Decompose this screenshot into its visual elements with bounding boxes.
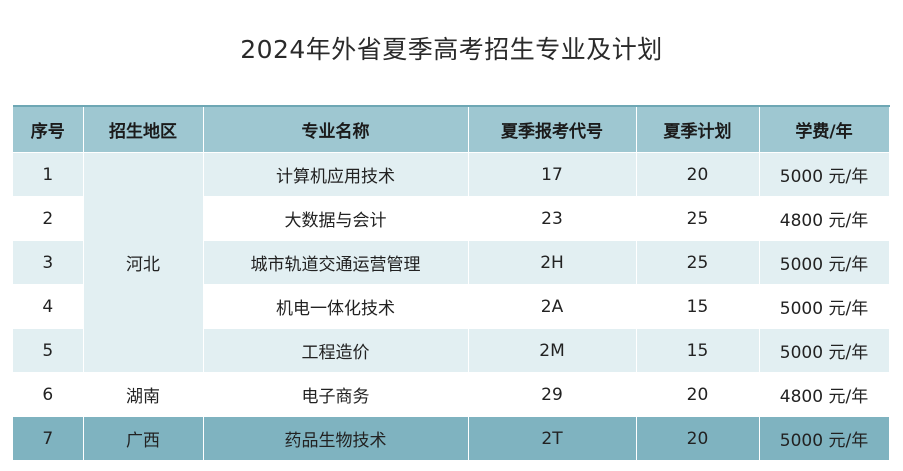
- cell-plan: 15: [636, 328, 760, 373]
- table-row: 3 城市轨道交通运营管理 2H 25 5000 元/年: [13, 240, 890, 285]
- cell-major: 城市轨道交通运营管理: [203, 240, 469, 285]
- cell-major: 大数据与会计: [203, 196, 469, 241]
- cell-fee: 4800 元/年: [759, 372, 890, 417]
- cell-fee: 5000 元/年: [759, 284, 890, 329]
- cell-fee: 5000 元/年: [759, 152, 890, 197]
- cell-code: 2T: [468, 416, 637, 461]
- cell-major: 工程造价: [203, 328, 469, 373]
- table-row-highlighted: 7 广西 药品生物技术 2T 20 5000 元/年: [13, 416, 890, 461]
- table-row: 4 机电一体化技术 2A 15 5000 元/年: [13, 284, 890, 329]
- cell-fee: 4800 元/年: [759, 196, 890, 241]
- cell-fee: 5000 元/年: [759, 328, 890, 373]
- cell-code: 2A: [468, 284, 637, 329]
- table-header-row: 序号 招生地区 专业名称 夏季报考代号 夏季计划 学费/年: [13, 105, 890, 153]
- cell-fee: 5000 元/年: [759, 240, 890, 285]
- cell-major: 电子商务: [203, 372, 469, 417]
- enrollment-plan-table: 序号 招生地区 专业名称 夏季报考代号 夏季计划 学费/年 1 河北 计算机应用…: [13, 105, 890, 461]
- cell-plan: 25: [636, 240, 760, 285]
- cell-region: 湖南: [83, 372, 204, 417]
- cell-no: 6: [13, 372, 84, 417]
- cell-code: 2H: [468, 240, 637, 285]
- cell-region: 广西: [83, 416, 204, 461]
- cell-code: 2M: [468, 328, 637, 373]
- table-row: 1 河北 计算机应用技术 17 20 5000 元/年: [13, 152, 890, 373]
- cell-no: 1: [13, 152, 84, 197]
- header-region: 招生地区: [83, 105, 204, 153]
- cell-plan: 20: [636, 416, 760, 461]
- cell-plan: 25: [636, 196, 760, 241]
- header-major: 专业名称: [203, 105, 469, 153]
- cell-plan: 15: [636, 284, 760, 329]
- cell-plan: 20: [636, 372, 760, 417]
- cell-major: 药品生物技术: [203, 416, 469, 461]
- cell-no: 3: [13, 240, 84, 285]
- header-no: 序号: [13, 105, 84, 153]
- cell-no: 5: [13, 328, 84, 373]
- cell-plan: 20: [636, 152, 760, 197]
- cell-no: 2: [13, 196, 84, 241]
- header-fee: 学费/年: [759, 105, 890, 153]
- cell-fee: 5000 元/年: [759, 416, 890, 461]
- cell-major: 机电一体化技术: [203, 284, 469, 329]
- cell-no: 7: [13, 416, 84, 461]
- table-row: 5 工程造价 2M 15 5000 元/年: [13, 328, 890, 373]
- cell-region-merged: 河北: [83, 152, 204, 373]
- cell-code: 23: [468, 196, 637, 241]
- table-row: 2 大数据与会计 23 25 4800 元/年: [13, 196, 890, 241]
- cell-code: 17: [468, 152, 637, 197]
- cell-major: 计算机应用技术: [203, 152, 469, 197]
- header-code: 夏季报考代号: [468, 105, 637, 153]
- page-title: 2024年外省夏季高考招生专业及计划: [240, 35, 663, 64]
- cell-code: 29: [468, 372, 637, 417]
- table-row: 6 湖南 电子商务 29 20 4800 元/年: [13, 372, 890, 417]
- cell-no: 4: [13, 284, 84, 329]
- header-plan: 夏季计划: [636, 105, 760, 153]
